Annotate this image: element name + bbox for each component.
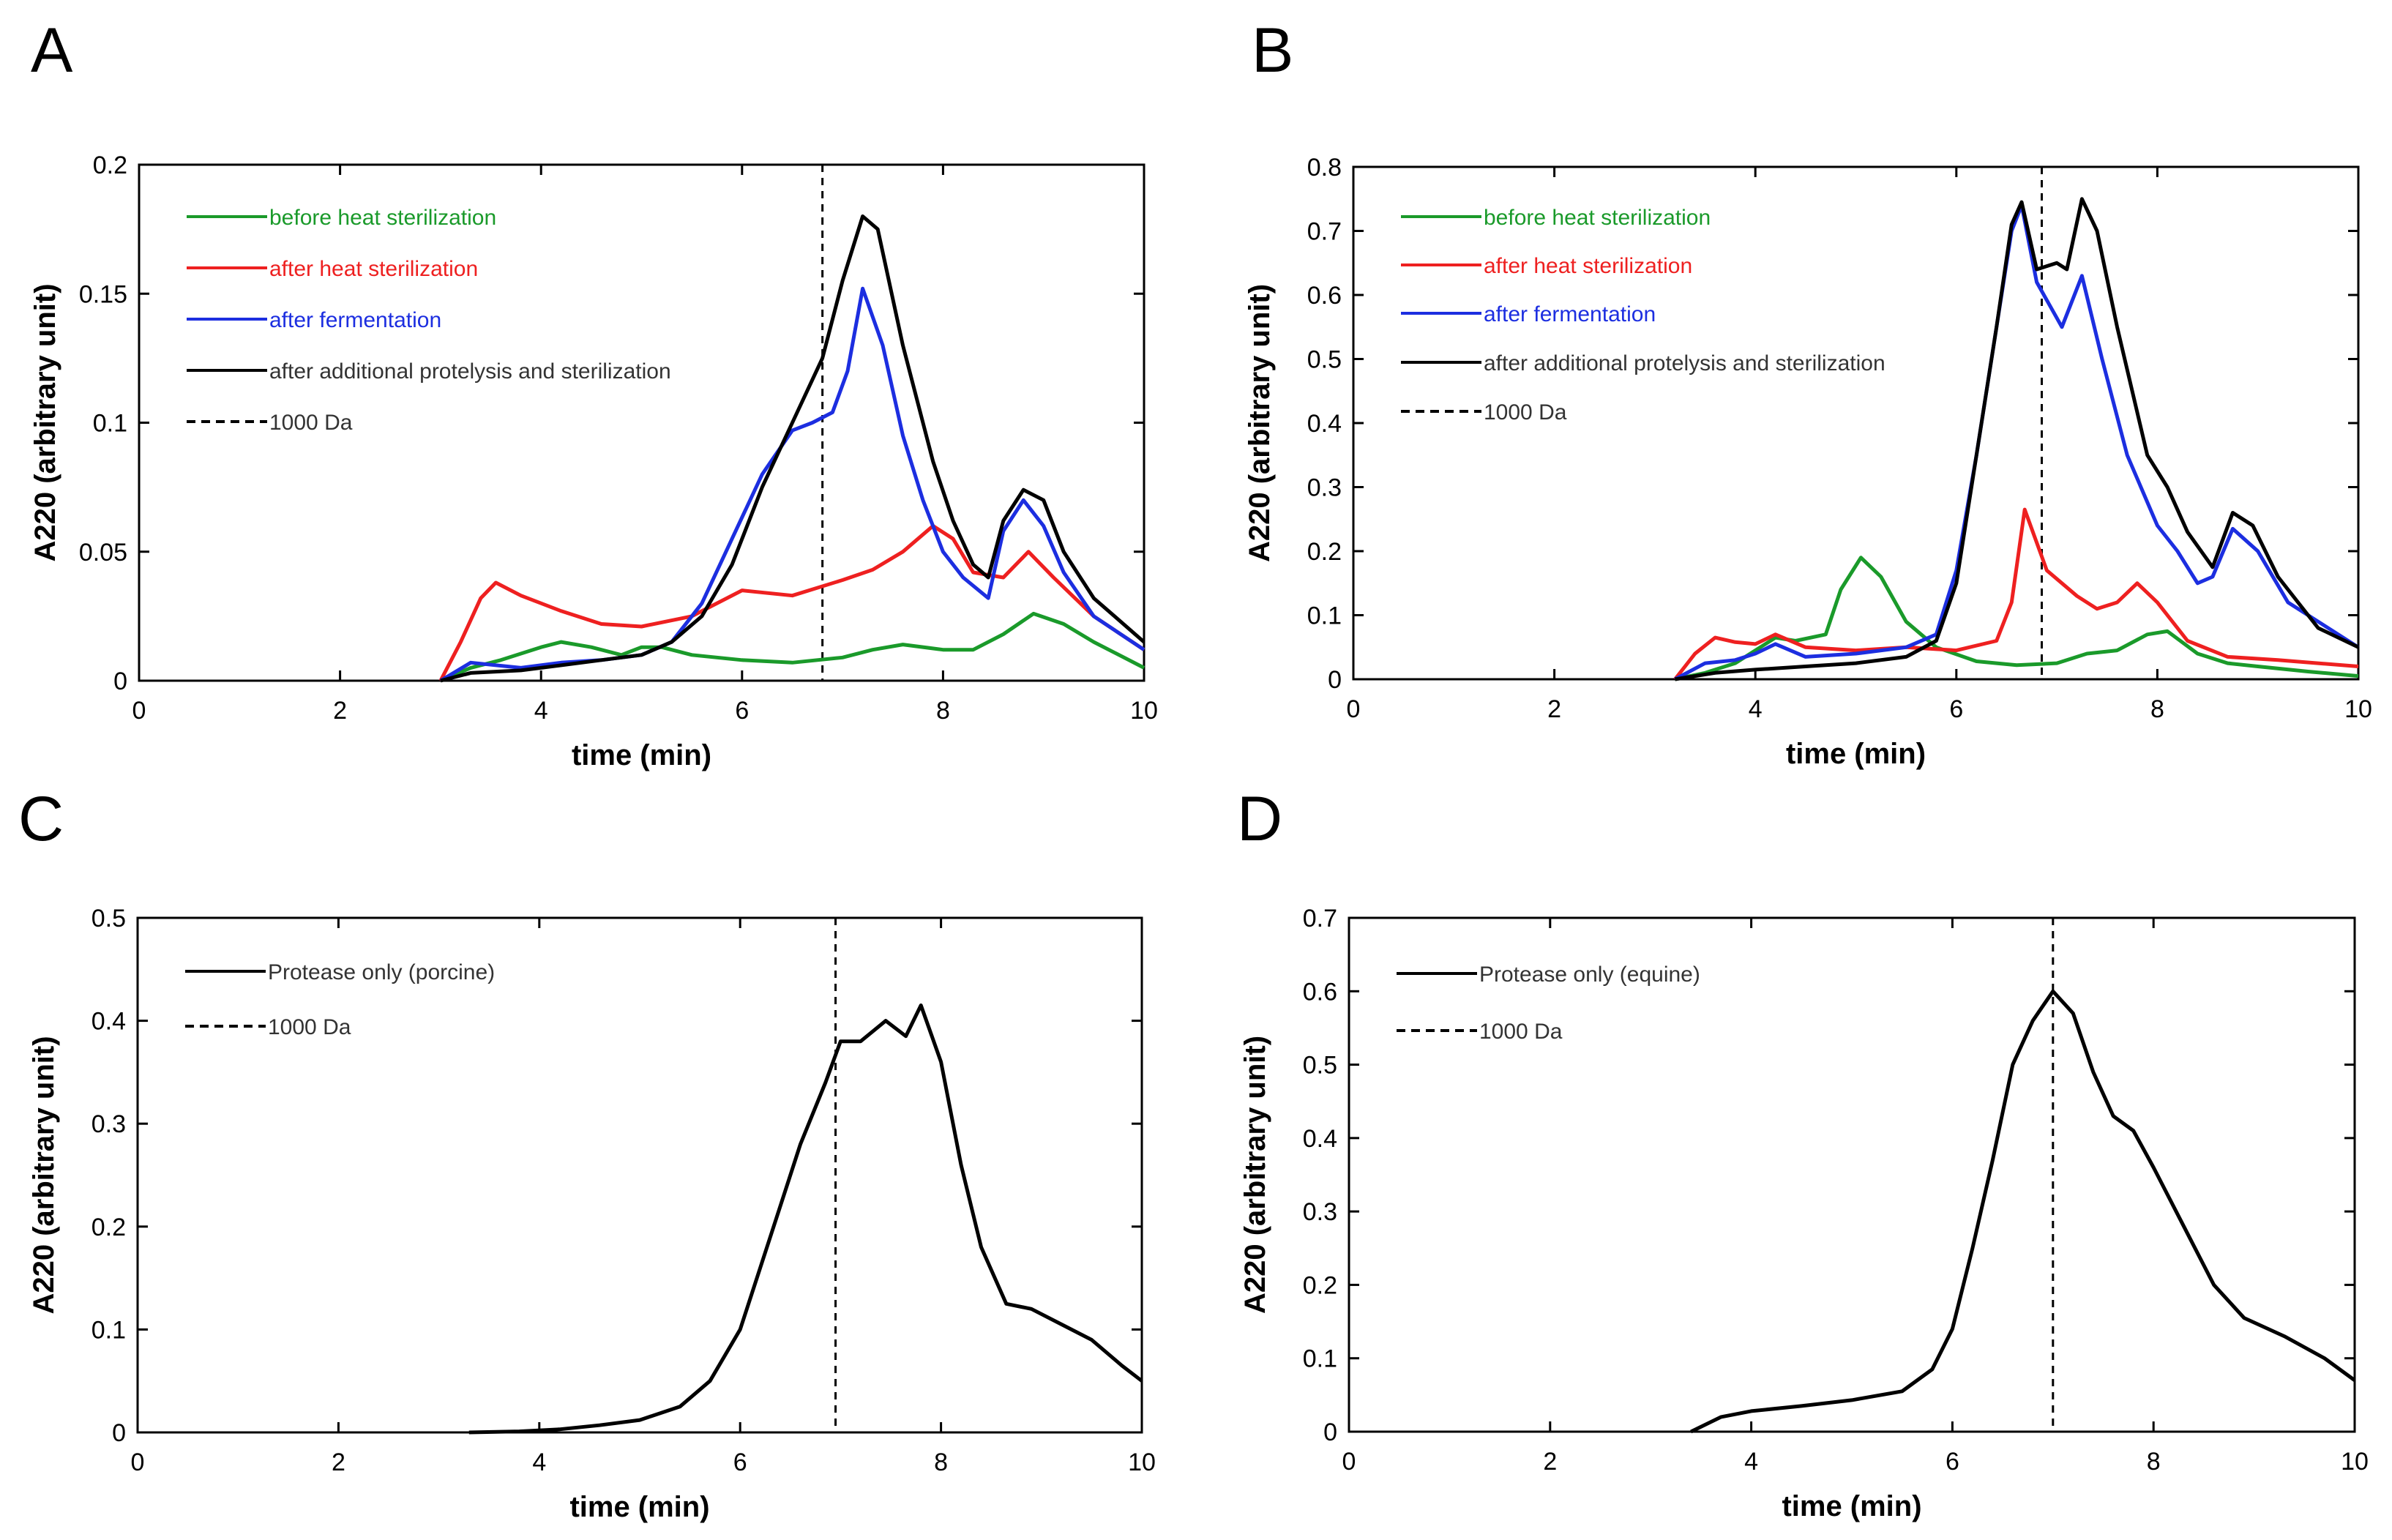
y-tick-label: 0.05 <box>79 539 127 567</box>
legend-entry: before heat sterilization <box>1484 206 1711 230</box>
y-tick-label: 0.1 <box>1303 1345 1337 1373</box>
y-tick-label: 0.5 <box>1303 1052 1337 1080</box>
x-axis-label: time (min) <box>572 739 711 771</box>
panel-label: C <box>18 784 64 854</box>
panel-label: A <box>31 15 73 86</box>
y-tick-label: 0 <box>112 1419 126 1447</box>
x-tick-label: 8 <box>2147 1448 2161 1476</box>
y-tick-label: 0.2 <box>1303 1271 1337 1299</box>
series-line-4 <box>440 214 1145 683</box>
y-axis-label: A220 (arbitrary unit) <box>29 283 61 561</box>
x-tick-label: 8 <box>2150 695 2164 723</box>
y-axis-label: A220 (arbitrary unit) <box>1239 1036 1271 1314</box>
legend-entry: Protease only (porcine) <box>268 960 495 984</box>
x-tick-label: 4 <box>1744 1448 1758 1476</box>
series-line-1 <box>439 611 1145 683</box>
y-tick-label: 0.7 <box>1303 905 1337 932</box>
plot-frame <box>1348 916 2356 1433</box>
x-tick-label: 2 <box>333 697 347 725</box>
legend-entry: after heat sterilization <box>269 257 478 281</box>
series-line-1 <box>1674 556 2359 681</box>
x-tick-label: 4 <box>1749 695 1763 723</box>
x-tick-label: 2 <box>332 1449 345 1476</box>
y-tick-label: 0.2 <box>91 1214 126 1241</box>
y-tick-label: 0.4 <box>1303 1125 1337 1153</box>
series-line-1 <box>468 1003 1143 1435</box>
x-axis-label: time (min) <box>569 1491 709 1523</box>
y-tick-label: 0.8 <box>1307 154 1342 182</box>
y-tick-label: 0 <box>1328 666 1342 694</box>
y-tick-label: 0.6 <box>1303 978 1337 1006</box>
x-tick-label: 10 <box>1128 1449 1156 1476</box>
x-tick-label: 10 <box>2341 1448 2369 1476</box>
x-tick-label: 2 <box>1547 695 1561 723</box>
legend-entry-cutoff: 1000 Da <box>269 411 353 435</box>
legend-entry: after additional protelysis and steriliz… <box>1484 351 1885 375</box>
x-axis-label: time (min) <box>1786 738 1926 770</box>
chart-panel-c: C 0 2 4 6 8 10 0 0.1 0.2 0.3 0.4 0.5 time (min) A220 (… <box>18 784 1156 1523</box>
chart-panel-a: A 0 2 4 6 8 10 0 0.05 0.1 0.15 0.2 time (min) A220 (a… <box>29 15 1158 771</box>
x-tick-label: 0 <box>1347 695 1361 723</box>
x-tick-label: 8 <box>936 697 950 725</box>
y-tick-label: 0.3 <box>1303 1198 1337 1226</box>
chart-panel-b: B 0 2 4 6 8 10 0 0.1 0.2 0.3 0.4 0.5 0.6 0.7 0.8 time (m… <box>1244 15 2372 770</box>
legend-entry: after fermentation <box>269 308 441 332</box>
x-tick-label: 10 <box>1130 697 1158 725</box>
x-tick-label: 0 <box>132 697 146 725</box>
plot-frame <box>136 916 1143 1434</box>
x-tick-label: 4 <box>534 697 548 725</box>
x-tick-label: 10 <box>2344 695 2372 723</box>
y-axis-label: A220 (arbitrary unit) <box>1244 284 1276 562</box>
legend-entry: after heat sterilization <box>1484 254 1692 278</box>
series-line-1 <box>1690 989 2356 1434</box>
x-axis-label: time (min) <box>1782 1490 1921 1522</box>
y-tick-label: 0.1 <box>91 1316 126 1344</box>
y-tick-label: 0.2 <box>93 152 127 179</box>
legend-entry: after fermentation <box>1484 302 1656 326</box>
y-axis-label: A220 (arbitrary unit) <box>28 1036 60 1314</box>
y-tick-label: 0.1 <box>1307 602 1342 630</box>
legend-entry-cutoff: 1000 Da <box>1484 400 1567 425</box>
series-line-2 <box>1673 507 2359 681</box>
panel-label: B <box>1252 15 1293 86</box>
x-tick-label: 0 <box>1342 1448 1356 1476</box>
x-tick-label: 0 <box>131 1449 145 1476</box>
y-tick-label: 0.4 <box>1307 410 1342 438</box>
y-tick-label: 0.4 <box>91 1008 126 1036</box>
y-tick-label: 0.15 <box>79 280 127 308</box>
legend-entry-cutoff: 1000 Da <box>268 1015 351 1039</box>
y-tick-label: 0.6 <box>1307 282 1342 310</box>
y-tick-label: 0.7 <box>1307 218 1342 246</box>
x-tick-label: 8 <box>934 1449 948 1476</box>
y-tick-label: 0.5 <box>1307 346 1342 374</box>
x-tick-label: 4 <box>532 1449 546 1476</box>
series-line-2 <box>438 524 1145 682</box>
panel-label: D <box>1237 784 1282 854</box>
y-tick-label: 0 <box>113 668 127 695</box>
y-tick-label: 0.5 <box>91 905 126 932</box>
x-tick-label: 6 <box>735 697 749 725</box>
legend-entry: after additional protelysis and steriliz… <box>269 359 671 384</box>
x-tick-label: 6 <box>1946 1448 1959 1476</box>
y-tick-label: 0.3 <box>91 1110 126 1138</box>
legend-entry-cutoff: 1000 Da <box>1479 1020 1563 1044</box>
series-line-3 <box>439 286 1145 683</box>
legend-entry: before heat sterilization <box>269 206 496 230</box>
y-tick-label: 0.2 <box>1307 538 1342 566</box>
y-tick-label: 0.3 <box>1307 474 1342 502</box>
legend-entry: Protease only (equine) <box>1479 962 1700 987</box>
y-tick-label: 0.1 <box>93 410 127 438</box>
y-tick-label: 0 <box>1323 1418 1337 1446</box>
x-tick-label: 2 <box>1543 1448 1557 1476</box>
series-line-4 <box>1675 197 2360 681</box>
x-tick-label: 6 <box>733 1449 747 1476</box>
series-line-3 <box>1674 203 2360 681</box>
x-tick-label: 6 <box>1949 695 1963 723</box>
chart-panel-d: D 0 2 4 6 8 10 0 0.1 0.2 0.3 0.4 0.5 0.6 0.7 time (min)… <box>1237 784 2369 1522</box>
